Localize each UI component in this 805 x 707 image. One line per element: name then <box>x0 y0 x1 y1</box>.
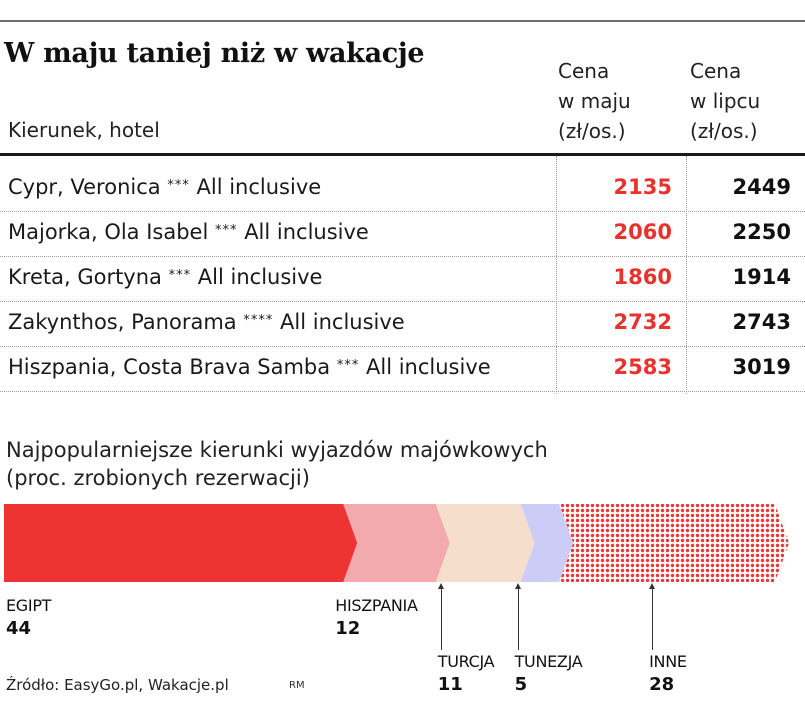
bar-segment-turcja <box>435 504 535 582</box>
table-row: Hiszpania, Costa Brava Samba *** All inc… <box>0 347 805 392</box>
column-divider <box>686 156 687 394</box>
table-row: Majorka, Ola Isabel *** All inclusive 20… <box>0 212 805 257</box>
hotel-name: Zakynthos, Panorama **** All inclusive <box>8 310 405 334</box>
row-separator <box>0 211 805 212</box>
header-price-july: Cena w lipcu (zł/os.) <box>690 56 760 146</box>
price-july: 2743 <box>732 310 791 334</box>
row-separator <box>0 256 805 257</box>
header-may-line: w maju <box>558 89 631 113</box>
bar-pointer-arrow <box>514 583 521 589</box>
bar-value-turcja: 11 <box>437 674 463 695</box>
price-july: 3019 <box>732 355 791 379</box>
bar-segment-inne <box>559 504 789 582</box>
share-bar-chart <box>4 504 789 582</box>
row-separator <box>0 391 805 392</box>
source-note: Źródło: EasyGo.pl, Wakacje.pl <box>6 676 229 694</box>
row-separator <box>0 301 805 302</box>
row-separator <box>0 346 805 347</box>
hotel-name: Majorka, Ola Isabel *** All inclusive <box>8 220 369 244</box>
header-july-line: w lipcu <box>690 89 761 113</box>
bar-label-hiszpania: HISZPANIA <box>335 596 418 615</box>
column-label-destination: Kierunek, hotel <box>8 118 160 142</box>
header-may-line: Cena <box>558 59 610 83</box>
price-july: 2449 <box>732 175 791 199</box>
hotel-name: Kreta, Gortyna *** All inclusive <box>8 265 323 289</box>
bar-pointer-arrow <box>437 583 444 589</box>
bar-label-turcja: TURCJA <box>437 652 495 671</box>
hotel-name: Hiszpania, Costa Brava Samba *** All inc… <box>8 355 491 379</box>
table-row: Zakynthos, Panorama **** All inclusive 2… <box>0 302 805 347</box>
column-divider <box>556 156 557 394</box>
chart-title-line: Najpopularniejsze kierunki wyjazdów majó… <box>6 438 548 462</box>
bar-segment-tunezja <box>520 504 574 582</box>
bar-pointer-line <box>652 586 654 650</box>
bar-segment-hiszpania <box>343 504 450 582</box>
top-rule <box>0 20 805 22</box>
bar-value-tunezja: 5 <box>514 674 528 695</box>
header-july-line: Cena <box>690 59 742 83</box>
chart-subtitle: (proc. zrobionych rezerwacji) <box>6 466 310 490</box>
price-may: 2583 <box>613 355 672 379</box>
price-may: 1860 <box>613 265 672 289</box>
bar-label-inne: INNE <box>649 652 687 671</box>
bar-segment-egipt <box>4 504 358 582</box>
header-may-line: (zł/os.) <box>558 119 626 143</box>
bar-value-inne: 28 <box>649 674 675 695</box>
table-row: Cypr, Veronica *** All inclusive 2135 24… <box>0 167 805 212</box>
bar-label-egipt: EGIPT <box>6 596 52 615</box>
hotel-name: Cypr, Veronica *** All inclusive <box>8 175 322 199</box>
price-may: 2732 <box>613 310 672 334</box>
page-title: W maju taniej niż w wakacje <box>4 38 425 69</box>
price-july: 2250 <box>732 220 791 244</box>
bar-value-hiszpania: 12 <box>335 618 361 639</box>
bar-pointer-line <box>440 586 442 650</box>
header-rule <box>0 153 805 156</box>
author-initials: RM <box>289 680 305 691</box>
bar-pointer-arrow <box>649 583 656 589</box>
header-price-may: Cena w maju (zł/os.) <box>558 56 631 146</box>
bar-value-egipt: 44 <box>6 618 32 639</box>
price-july: 1914 <box>732 265 791 289</box>
price-may: 2135 <box>613 175 672 199</box>
price-may: 2060 <box>613 220 672 244</box>
table-row: Kreta, Gortyna *** All inclusive 1860 19… <box>0 257 805 302</box>
bar-pointer-line <box>517 586 519 650</box>
chart-title: Najpopularniejsze kierunki wyjazdów majó… <box>6 436 548 492</box>
bar-label-tunezja: TUNEZJA <box>514 652 583 671</box>
header-july-line: (zł/os.) <box>690 119 758 143</box>
